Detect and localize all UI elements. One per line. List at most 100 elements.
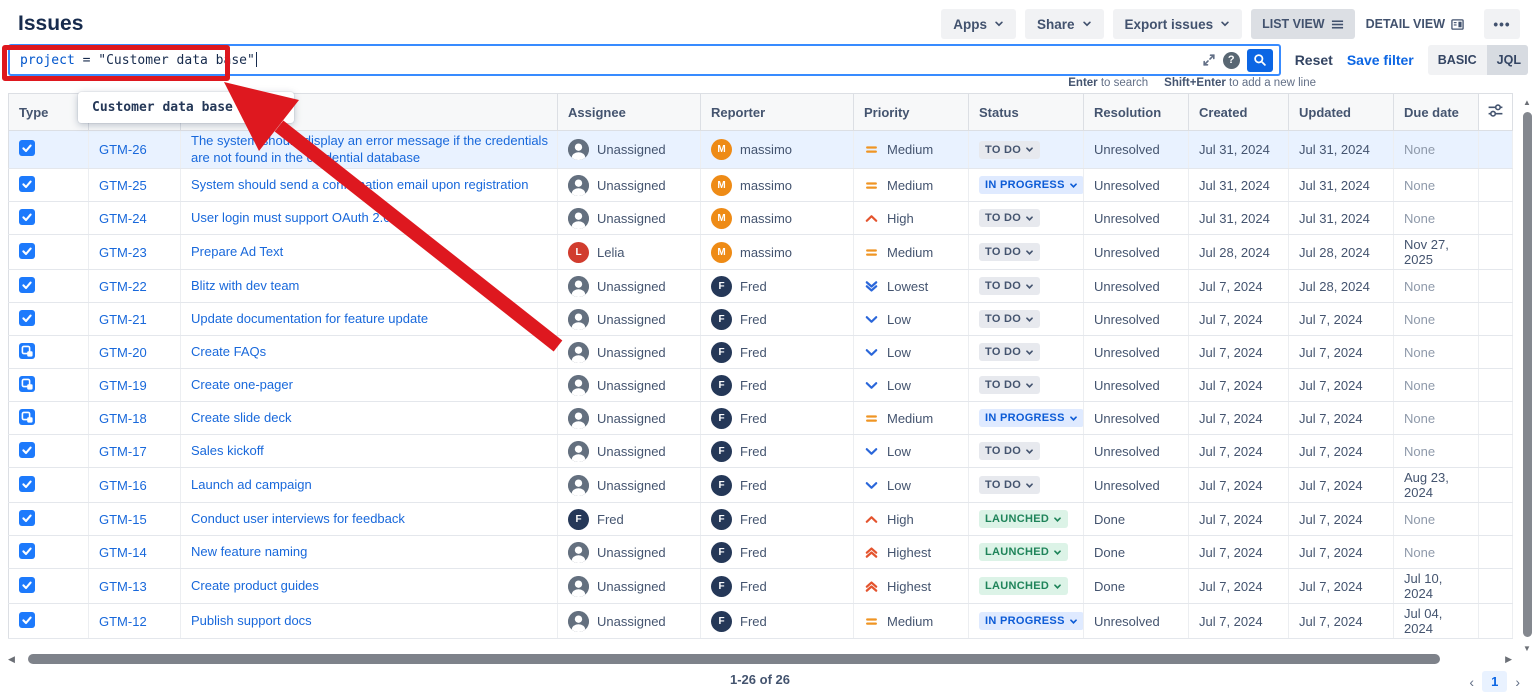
issue-summary-link[interactable]: Create FAQs [191,343,267,359]
issue-summary-link[interactable]: The system should display an error messa… [191,133,548,165]
issue-key-link[interactable]: GTM-23 [99,244,147,260]
issue-summary-link[interactable]: Create product guides [191,577,319,593]
share-button[interactable]: Share [1025,9,1104,39]
apps-button[interactable]: Apps [941,9,1017,39]
issue-key-link[interactable]: GTM-18 [99,410,147,426]
jql-mode-button[interactable]: JQL [1486,45,1528,75]
subtask-type-icon[interactable] [19,375,35,392]
scroll-right-arrow-icon[interactable]: ▶ [1505,654,1512,664]
status-badge[interactable]: LAUNCHED [979,543,1069,562]
column-header-created[interactable]: Created [1188,93,1289,131]
issue-summary-link[interactable]: New feature naming [191,543,308,559]
project-suggestion-item[interactable]: Customer data base (CDB) [78,92,294,123]
issue-row-gtm-12[interactable]: GTM-12 Publish support docs Unassigned F… [8,603,1513,640]
column-settings-button[interactable] [1478,93,1513,131]
column-header-reporter[interactable]: Reporter [700,93,854,131]
issue-summary-link[interactable]: Create slide deck [191,409,292,425]
issue-row-gtm-17[interactable]: GTM-17 Sales kickoff Unassigned F Fred Lo… [8,434,1513,469]
issue-row-gtm-25[interactable]: GTM-25 System should send a confirmation… [8,168,1513,203]
vertical-scrollbar[interactable]: ▲ ▼ [1521,98,1533,653]
issue-summary-link[interactable]: Prepare Ad Text [191,243,284,259]
expand-editor-icon[interactable] [1202,53,1216,67]
status-badge[interactable]: IN PROGRESS [979,176,1083,195]
more-actions-button[interactable]: ••• [1484,9,1520,39]
task-type-icon[interactable] [19,475,35,492]
issue-row-gtm-14[interactable]: GTM-14 New feature naming Unassigned F Fr… [8,535,1513,570]
issue-summary-link[interactable]: Publish support docs [191,612,312,628]
issue-summary-link[interactable]: Launch ad campaign [191,476,312,492]
syntax-help-icon[interactable]: ? [1222,51,1240,69]
task-type-icon[interactable] [19,208,35,225]
task-type-icon[interactable] [19,509,35,526]
issue-row-gtm-21[interactable]: GTM-21 Update documentation for feature … [8,302,1513,337]
status-badge[interactable]: TO DO [979,442,1041,461]
reset-button[interactable]: Reset [1294,52,1333,68]
issue-summary-link[interactable]: Update documentation for feature update [191,310,429,326]
issue-key-link[interactable]: GTM-19 [99,377,147,393]
issue-key-link[interactable]: GTM-15 [99,511,147,527]
basic-mode-button[interactable]: BASIC [1437,53,1477,67]
task-type-icon[interactable] [19,309,35,326]
subtask-type-icon[interactable] [19,408,35,425]
export-issues-button[interactable]: Export issues [1112,9,1243,39]
task-type-icon[interactable] [19,441,35,458]
issue-key-link[interactable]: GTM-20 [99,344,147,360]
column-header-priority[interactable]: Priority [853,93,969,131]
scroll-left-arrow-icon[interactable]: ◀ [8,654,15,664]
status-badge[interactable]: TO DO [979,376,1041,395]
task-type-icon[interactable] [19,611,35,628]
column-header-status[interactable]: Status [968,93,1084,131]
column-header-due-date[interactable]: Due date [1393,93,1479,131]
issue-row-gtm-26[interactable]: GTM-26 The system should display an erro… [8,130,1513,170]
status-badge[interactable]: TO DO [979,140,1041,159]
column-settings-icon[interactable] [1487,102,1504,119]
column-header-updated[interactable]: Updated [1288,93,1394,131]
task-type-icon[interactable] [19,276,35,293]
issue-summary-link[interactable]: Create one-pager [191,376,293,392]
vertical-scroll-thumb[interactable] [1523,112,1532,637]
status-badge[interactable]: TO DO [979,343,1041,362]
issue-key-link[interactable]: GTM-21 [99,311,147,327]
column-header-type[interactable]: Type [8,93,89,131]
issue-summary-link[interactable]: Conduct user interviews for feedback [191,510,405,526]
status-badge[interactable]: IN PROGRESS [979,612,1083,631]
task-type-icon[interactable] [19,140,35,157]
issue-key-link[interactable]: GTM-13 [99,578,147,594]
save-filter-link[interactable]: Save filter [1346,52,1414,68]
issue-key-link[interactable]: GTM-16 [99,477,147,493]
task-type-icon[interactable] [19,576,35,593]
issue-key-link[interactable]: GTM-25 [99,177,147,193]
horizontal-scrollbar[interactable]: ◀ ▶ [8,653,1514,666]
status-badge[interactable]: TO DO [979,277,1041,296]
status-badge[interactable]: IN PROGRESS [979,409,1083,428]
issue-key-link[interactable]: GTM-12 [99,613,147,629]
status-badge[interactable]: LAUNCHED [979,577,1069,596]
issue-row-gtm-20[interactable]: GTM-20 Create FAQs Unassigned F Fred Low … [8,335,1513,370]
issue-key-link[interactable]: GTM-22 [99,278,147,294]
list-view-button[interactable]: LIST VIEW [1251,9,1355,39]
status-badge[interactable]: TO DO [979,209,1041,228]
issue-summary-link[interactable]: User login must support OAuth 2.0 [191,209,391,225]
issue-row-gtm-13[interactable]: GTM-13 Create product guides Unassigned … [8,568,1513,605]
task-type-icon[interactable] [19,542,35,559]
scroll-down-arrow-icon[interactable]: ▼ [1523,644,1531,653]
status-badge[interactable]: TO DO [979,243,1041,262]
status-badge[interactable]: LAUNCHED [979,510,1069,529]
issue-key-link[interactable]: GTM-14 [99,544,147,560]
issue-row-gtm-16[interactable]: GTM-16 Launch ad campaign Unassigned F Fr… [8,467,1513,504]
issue-summary-link[interactable]: Blitz with dev team [191,277,300,293]
column-header-resolution[interactable]: Resolution [1083,93,1189,131]
issue-row-gtm-15[interactable]: GTM-15 Conduct user interviews for feedb… [8,502,1513,537]
subtask-type-icon[interactable] [19,342,35,359]
task-type-icon[interactable] [19,242,35,259]
issue-summary-link[interactable]: System should send a confirmation email … [191,176,529,192]
issue-key-link[interactable]: GTM-26 [99,142,147,158]
issue-summary-link[interactable]: Sales kickoff [191,442,264,458]
search-submit-button[interactable] [1246,48,1273,72]
task-type-icon[interactable] [19,175,35,192]
issue-row-gtm-19[interactable]: GTM-19 Create one-pager Unassigned F Fred… [8,368,1513,403]
issue-row-gtm-24[interactable]: GTM-24 User login must support OAuth 2.0… [8,201,1513,236]
issue-row-gtm-18[interactable]: GTM-18 Create slide deck Unassigned F Fre… [8,401,1513,436]
